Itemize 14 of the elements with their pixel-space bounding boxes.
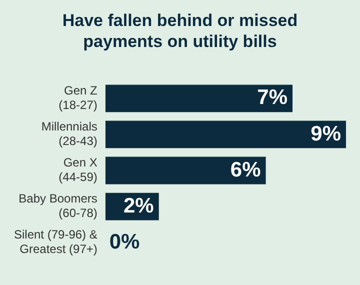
bar (105, 120, 346, 148)
data-label: 0% (109, 230, 140, 254)
data-label: 2% (123, 194, 154, 218)
y-tick-label: Millennials (28-43) (41, 120, 98, 148)
y-tick-label: Gen Z (18-27) (58, 84, 98, 112)
y-tick-label: Gen X (44-59) (58, 156, 98, 184)
bar (105, 84, 293, 112)
data-label: 7% (257, 86, 288, 110)
chart-title: Have fallen behind or missed payments on utility bills (61, 10, 299, 52)
bar (105, 156, 266, 184)
data-label: 9% (310, 122, 342, 146)
y-tick-label: Baby Boomers (60-78) (18, 192, 98, 220)
y-tick-label: Silent (79-96) & Greatest (97+) (14, 228, 98, 256)
data-label: 6% (230, 158, 262, 182)
